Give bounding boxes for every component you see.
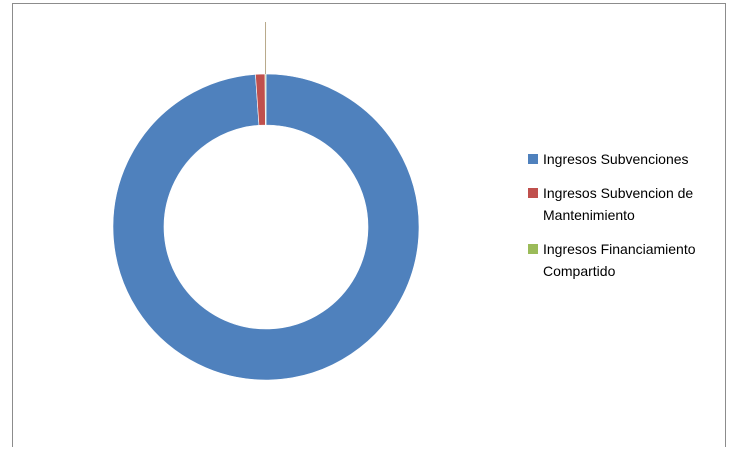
legend-swatch-financiamiento: [528, 244, 538, 254]
legend-label-mantenimiento-line2: Mantenimiento: [543, 207, 635, 223]
legend-swatch-subvenciones: [528, 154, 538, 164]
legend-swatch-mantenimiento: [528, 188, 538, 198]
legend-label-subvenciones: Ingresos Subvenciones: [543, 151, 689, 167]
donut-slices: [112, 73, 420, 381]
legend-item-subvenciones: Ingresos Subvenciones: [528, 148, 728, 170]
legend-label-financiamiento-line1: Ingresos Financiamiento: [543, 241, 696, 257]
legend: Ingresos Subvenciones Ingresos Subvencio…: [528, 148, 728, 282]
slice-subvenciones: [112, 73, 420, 381]
legend-label-mantenimiento-line1: Ingresos Subvencion de: [543, 185, 694, 201]
legend-item-financiamiento: Ingresos Financiamiento Compartido: [528, 238, 728, 282]
slice-financiamiento: [264, 73, 267, 126]
chart-area: [12, 3, 726, 447]
legend-label-financiamiento-line2: Compartido: [543, 263, 616, 279]
legend-item-mantenimiento: Ingresos Subvencion de Mantenimiento: [528, 182, 728, 226]
